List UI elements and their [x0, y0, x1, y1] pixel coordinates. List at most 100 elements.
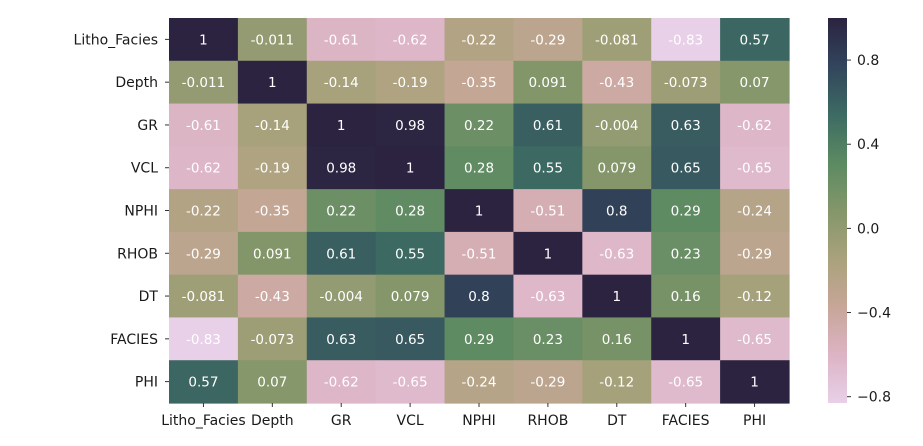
cell-value-label: 0.079 — [597, 161, 636, 177]
x-tick-label: Litho_Facies — [161, 413, 245, 429]
heatmap-cell — [306, 18, 377, 62]
cell-value-label: -0.62 — [186, 161, 221, 177]
cell-value-label: -0.63 — [599, 246, 634, 262]
heatmap-cell — [720, 189, 790, 233]
heatmap-cell — [169, 103, 239, 147]
heatmap-cell — [651, 231, 721, 276]
cell-value-label: -0.65 — [668, 375, 703, 391]
heatmap-cell — [237, 274, 308, 319]
cell-value-label: 0.22 — [464, 118, 494, 134]
heatmap-cell — [169, 317, 239, 361]
cell-value-label: -0.29 — [530, 375, 565, 391]
colorbar — [828, 18, 847, 403]
cell-value-label: -0.43 — [255, 289, 290, 305]
cell-value-label: 1 — [406, 161, 415, 177]
heatmap-cell — [375, 317, 446, 361]
heatmap-cell — [513, 274, 583, 319]
cell-value-label: 0.28 — [464, 161, 494, 177]
cell-value-label: -0.22 — [462, 32, 497, 48]
x-tick-label: NPHI — [462, 413, 496, 429]
heatmap-cell — [375, 146, 446, 190]
cell-value-label: 1 — [750, 375, 759, 391]
cell-value-label: 1 — [612, 289, 621, 305]
colorbar-tick-label: −0.8 — [857, 390, 891, 406]
cell-value-label: 0.29 — [671, 204, 701, 220]
cell-value-label: -0.51 — [462, 246, 497, 262]
cell-value-label: 0.091 — [253, 246, 292, 262]
heatmap-cell — [375, 103, 446, 147]
heatmap-cell — [651, 189, 721, 233]
heatmap-cell — [306, 317, 377, 361]
heatmap-cell — [237, 231, 308, 276]
heatmap-cell — [513, 231, 583, 276]
colorbar-tick-label: −0.4 — [857, 306, 891, 322]
cell-value-label: -0.65 — [737, 161, 772, 177]
heatmap-cell — [513, 146, 583, 190]
heatmap-cell — [306, 360, 377, 404]
heatmap-cell — [444, 146, 515, 190]
cell-value-label: -0.004 — [595, 118, 639, 134]
heatmap-cell — [169, 146, 239, 190]
x-tick-label: PHI — [743, 413, 766, 429]
heatmap-cell — [651, 18, 721, 62]
heatmap-cell — [582, 317, 652, 361]
x-tick-label: GR — [331, 413, 352, 429]
cell-value-label: -0.63 — [530, 289, 565, 305]
cell-value-label: 1 — [544, 246, 553, 262]
heatmap-cell — [169, 360, 239, 404]
cell-value-label: -0.12 — [599, 375, 634, 391]
heatmap-cell — [582, 60, 652, 105]
heatmap-cell — [720, 274, 790, 319]
cell-value-label: 1 — [268, 75, 277, 91]
cell-value-label: 0.23 — [533, 332, 563, 348]
heatmap-cell — [444, 274, 515, 319]
y-tick-label: VCL — [131, 161, 158, 177]
heatmap-cell — [582, 103, 652, 147]
x-tick-label: FACIES — [662, 413, 710, 429]
heatmap-cell — [651, 317, 721, 361]
colorbar-tick-label: 0.4 — [857, 137, 879, 153]
heatmap-cell — [169, 18, 239, 62]
cell-value-label: -0.12 — [737, 289, 772, 305]
cell-value-label: -0.62 — [393, 32, 428, 48]
heatmap-cell — [513, 18, 583, 62]
cell-value-label: 0.8 — [606, 204, 627, 220]
cell-value-label: 0.65 — [671, 161, 701, 177]
heatmap-cell — [720, 317, 790, 361]
cell-value-label: 0.079 — [391, 289, 430, 305]
cell-value-label: -0.61 — [186, 118, 221, 134]
heatmap-cell — [169, 60, 239, 105]
heatmap-cell — [513, 360, 583, 404]
heatmap-cell — [375, 274, 446, 319]
heatmap-cell — [651, 103, 721, 147]
heatmap-cell — [306, 231, 377, 276]
cell-value-label: 0.23 — [671, 246, 701, 262]
x-tick-label: DT — [607, 413, 627, 429]
heatmap-cell — [169, 231, 239, 276]
cell-value-label: -0.62 — [324, 375, 359, 391]
cell-value-label: 0.29 — [464, 332, 494, 348]
cell-value-label: 0.07 — [740, 75, 770, 91]
heatmap-cell — [582, 360, 652, 404]
cell-value-label: 0.65 — [395, 332, 425, 348]
cell-value-label: -0.29 — [530, 32, 565, 48]
cell-value-label: -0.004 — [319, 289, 363, 305]
cell-value-label: -0.43 — [599, 75, 634, 91]
cell-value-label: -0.19 — [255, 161, 290, 177]
y-tick-label: DT — [139, 289, 159, 305]
cell-value-label: -0.29 — [186, 246, 221, 262]
cell-value-label: -0.24 — [737, 204, 772, 220]
heatmap-cell — [444, 18, 515, 62]
heatmap-cell — [582, 18, 652, 62]
cell-value-label: 1 — [681, 332, 690, 348]
cell-value-label: -0.65 — [393, 375, 428, 391]
cell-value-label: 0.61 — [326, 246, 356, 262]
y-tick-label: Depth — [115, 75, 158, 91]
heatmap-cell — [444, 231, 515, 276]
cell-value-label: 0.98 — [326, 161, 356, 177]
cell-value-label: 0.28 — [395, 204, 425, 220]
x-tick-label: VCL — [397, 413, 424, 429]
cell-value-label: 0.07 — [257, 375, 287, 391]
heatmap-cell — [651, 360, 721, 404]
x-tick-label: Depth — [251, 413, 294, 429]
